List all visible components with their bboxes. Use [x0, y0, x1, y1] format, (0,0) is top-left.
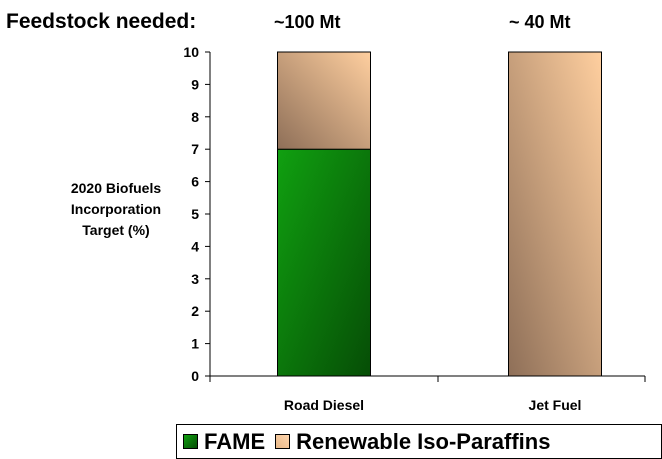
y-tick-label: 5	[191, 206, 199, 222]
y-tick-label: 2	[191, 303, 199, 319]
bar-renewable-iso-paraffins-road-diesel	[277, 51, 371, 150]
legend-entry-fame: FAME	[183, 429, 265, 455]
chart-legend: FAME Renewable Iso-Paraffins	[176, 424, 662, 459]
y-axis-label-line: Incorporation	[70, 201, 162, 217]
legend-label-renewable-iso-paraffins: Renewable Iso-Paraffins	[296, 428, 551, 454]
y-axis-label: 2020 Biofuels Incorporation Target (%)	[42, 178, 190, 241]
x-tick-label: Jet Fuel	[529, 397, 582, 413]
feedstock-header-label: Feedstock needed:	[6, 10, 197, 33]
y-axis-label-line: Target (%)	[82, 222, 150, 238]
y-tick-label: 6	[191, 174, 199, 190]
legend-swatch-fame	[183, 434, 198, 449]
y-tick-label: 4	[191, 238, 199, 254]
y-tick-label: 10	[183, 44, 199, 60]
y-tick-label: 7	[191, 141, 199, 157]
y-tick-label: 3	[191, 271, 199, 287]
legend-entry-renewable-iso-paraffins: Renewable Iso-Paraffins	[275, 429, 550, 455]
y-tick-label: 8	[191, 109, 199, 125]
legend-label-fame: FAME	[204, 428, 266, 454]
plot-area: 0 1 2 3 4 5 6 7 8 9 10 Road Diesel Jet Fuel	[183, 44, 646, 413]
y-tick-label: 9	[191, 76, 199, 92]
x-tick-label: Road Diesel	[284, 397, 364, 413]
y-tick-label: 1	[191, 336, 199, 352]
feedstock-road-diesel-annotation: ~100 Mt	[274, 12, 341, 32]
bar-renewable-iso-paraffins-jet-fuel	[508, 51, 602, 377]
legend-swatch-renewable-iso-paraffins	[275, 434, 291, 449]
bar-fame-road-diesel	[277, 148, 371, 377]
feedstock-jet-fuel-annotation: ~ 40 Mt	[509, 12, 571, 32]
y-tick-label: 0	[191, 368, 199, 384]
y-axis-label-line: 2020 Biofuels	[70, 180, 162, 196]
